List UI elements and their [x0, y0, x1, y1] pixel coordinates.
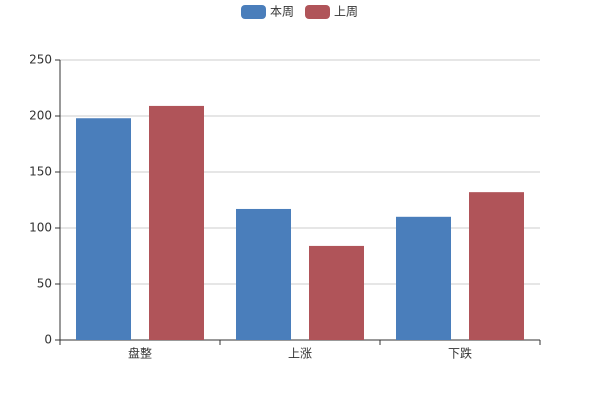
x-tick-label: 上涨	[288, 346, 312, 361]
legend-label[interactable]: 上周	[334, 5, 358, 19]
bar	[469, 192, 524, 340]
legend-swatch[interactable]	[305, 5, 330, 19]
bar	[149, 105, 204, 340]
x-tick-label: 盘整	[128, 346, 152, 361]
y-tick-label: 150	[29, 165, 52, 179]
bar	[396, 216, 451, 340]
y-tick-label: 250	[29, 53, 52, 67]
bar	[76, 118, 131, 341]
x-tick-label: 下跌	[448, 346, 472, 361]
y-tick-label: 200	[29, 109, 52, 123]
y-tick-label: 0	[44, 333, 52, 347]
bar	[309, 245, 364, 340]
y-tick-label: 100	[29, 221, 52, 235]
bar	[236, 208, 291, 340]
legend-swatch[interactable]	[241, 5, 266, 19]
y-tick-label: 50	[37, 277, 52, 291]
legend-label[interactable]: 本周	[270, 5, 294, 19]
